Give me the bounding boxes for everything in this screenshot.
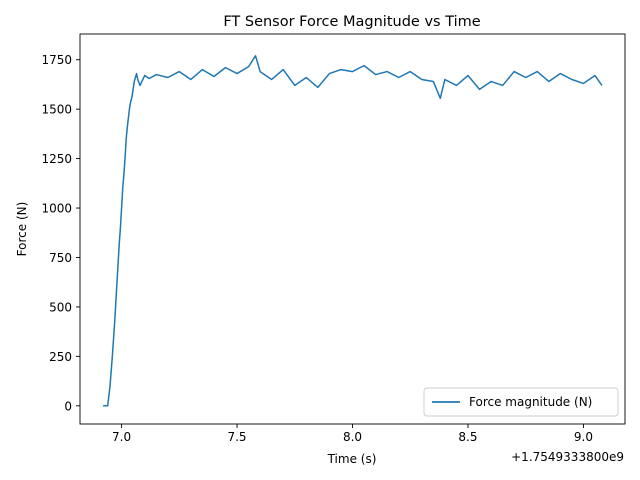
legend-label: Force magnitude (N) bbox=[469, 395, 592, 409]
x-axis-offset-label: +1.7549333800e9 bbox=[511, 450, 624, 464]
y-tick-label: 500 bbox=[49, 300, 72, 314]
y-tick-label: 1250 bbox=[41, 152, 72, 166]
y-axis-label: Force (N) bbox=[15, 202, 29, 257]
y-tick-label: 750 bbox=[49, 251, 72, 265]
x-tick-label: 8.5 bbox=[458, 430, 477, 444]
y-axis-ticks: 0 250 500 750 1000 1250 1500 1750 bbox=[41, 53, 80, 413]
plot-area-frame bbox=[79, 33, 626, 425]
legend: Force magnitude (N) bbox=[423, 387, 619, 417]
x-tick-label: 9.0 bbox=[574, 430, 593, 444]
y-tick-label: 250 bbox=[49, 350, 72, 364]
x-tick-label: 7.0 bbox=[112, 430, 131, 444]
x-tick-label: 8.0 bbox=[343, 430, 362, 444]
y-tick-label: 1500 bbox=[41, 103, 72, 117]
chart-title: FT Sensor Force Magnitude vs Time bbox=[223, 14, 480, 30]
plot-lines bbox=[103, 55, 603, 407]
y-tick-label: 0 bbox=[64, 399, 72, 413]
x-tick-label: 7.5 bbox=[227, 430, 246, 444]
y-tick-label: 1750 bbox=[41, 53, 72, 67]
x-axis-label: Time (s) bbox=[327, 452, 377, 466]
legend-box bbox=[423, 387, 619, 417]
y-tick-label: 1000 bbox=[41, 202, 72, 216]
x-axis-ticks: 7.0 7.5 8.0 8.5 9.0 bbox=[112, 424, 593, 444]
force-series-line bbox=[103, 55, 603, 407]
